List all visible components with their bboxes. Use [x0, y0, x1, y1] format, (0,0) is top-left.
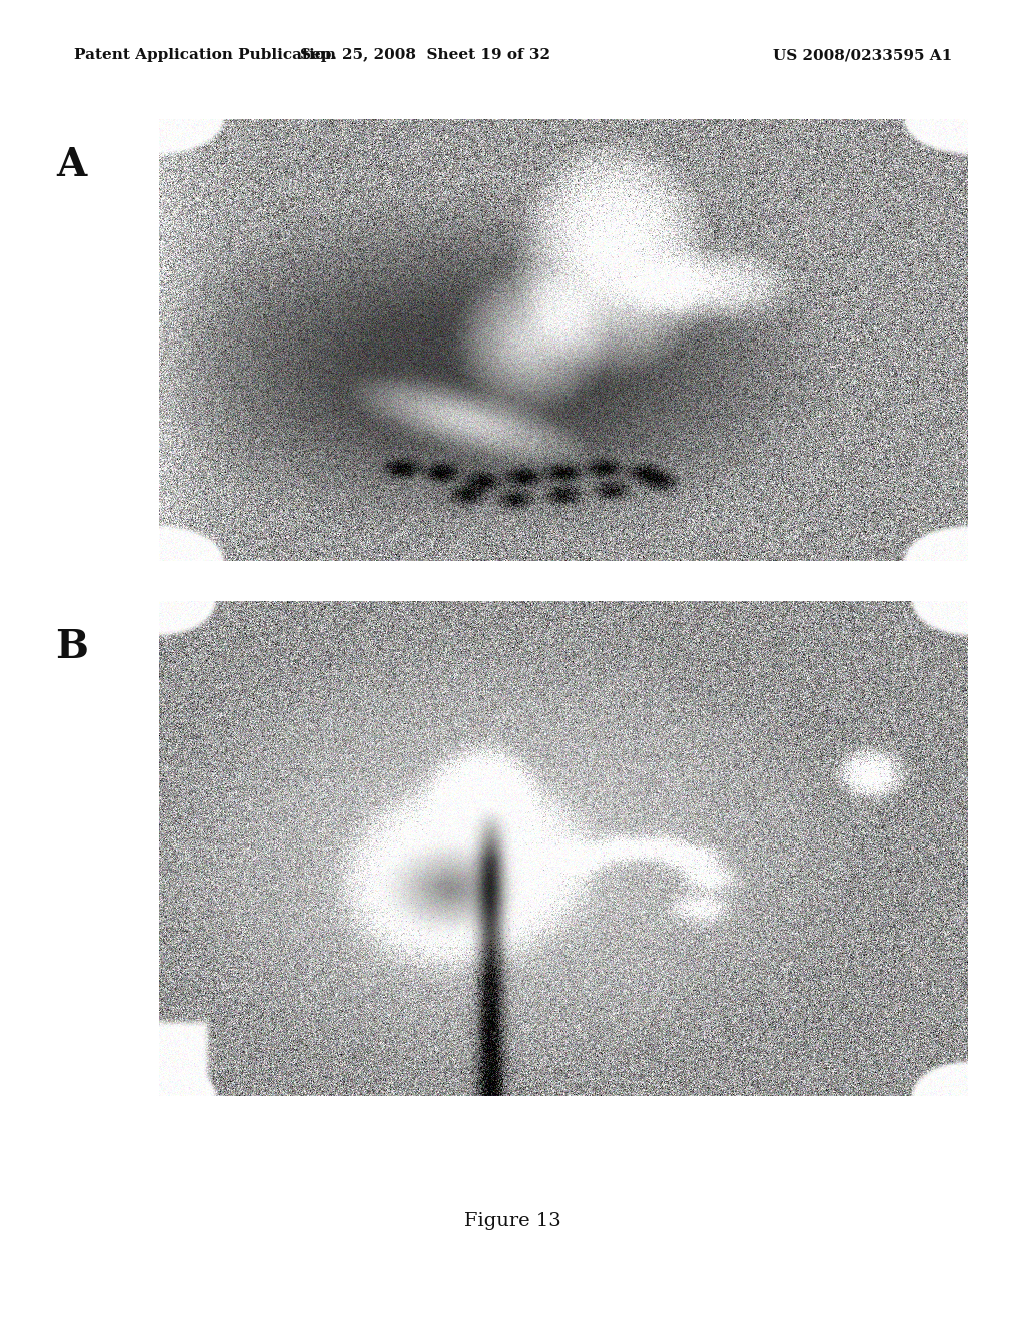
Text: A: A [56, 147, 87, 183]
Text: US 2008/0233595 A1: US 2008/0233595 A1 [773, 49, 952, 62]
Text: B: B [55, 628, 88, 665]
Text: Sep. 25, 2008  Sheet 19 of 32: Sep. 25, 2008 Sheet 19 of 32 [300, 49, 550, 62]
Text: Figure 13: Figure 13 [464, 1212, 560, 1230]
Text: Patent Application Publication: Patent Application Publication [74, 49, 336, 62]
